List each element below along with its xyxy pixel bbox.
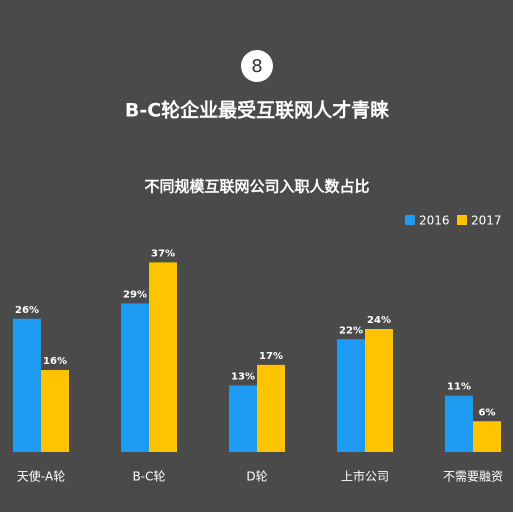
bar bbox=[257, 364, 285, 452]
x-tick-label: D轮 bbox=[246, 470, 267, 484]
badge-circle bbox=[241, 50, 273, 82]
legend-swatch bbox=[405, 215, 415, 225]
bar bbox=[13, 318, 41, 452]
badge-number: 8 bbox=[251, 56, 262, 77]
bar bbox=[229, 385, 257, 452]
x-tick-label: B-C轮 bbox=[133, 470, 166, 484]
value-label: 13% bbox=[231, 371, 255, 382]
legend-label: 2017 bbox=[471, 214, 502, 228]
value-label: 16% bbox=[43, 356, 67, 367]
value-label: 29% bbox=[123, 289, 147, 300]
bar bbox=[445, 395, 473, 452]
page-title: B-C轮企业最受互联网人才青睐 bbox=[125, 99, 389, 122]
bar bbox=[337, 339, 365, 452]
bar bbox=[121, 303, 149, 452]
bar bbox=[149, 262, 177, 452]
value-label: 22% bbox=[339, 325, 363, 336]
value-label: 6% bbox=[479, 407, 496, 418]
value-label: 24% bbox=[367, 315, 391, 326]
value-label: 26% bbox=[15, 305, 39, 316]
chart-title: 不同规模互联网公司入职人数占比 bbox=[144, 178, 369, 196]
legend-label: 2016 bbox=[419, 214, 450, 228]
bar bbox=[365, 329, 393, 452]
bar bbox=[473, 421, 501, 452]
bar bbox=[41, 370, 69, 452]
value-label: 11% bbox=[447, 382, 471, 393]
value-label: 17% bbox=[259, 351, 283, 362]
legend-swatch bbox=[457, 215, 467, 225]
x-tick-label: 不需要融资 bbox=[443, 470, 503, 484]
value-label: 37% bbox=[151, 248, 175, 259]
x-tick-label: 天使-A轮 bbox=[17, 469, 66, 484]
x-tick-label: 上市公司 bbox=[341, 469, 389, 484]
